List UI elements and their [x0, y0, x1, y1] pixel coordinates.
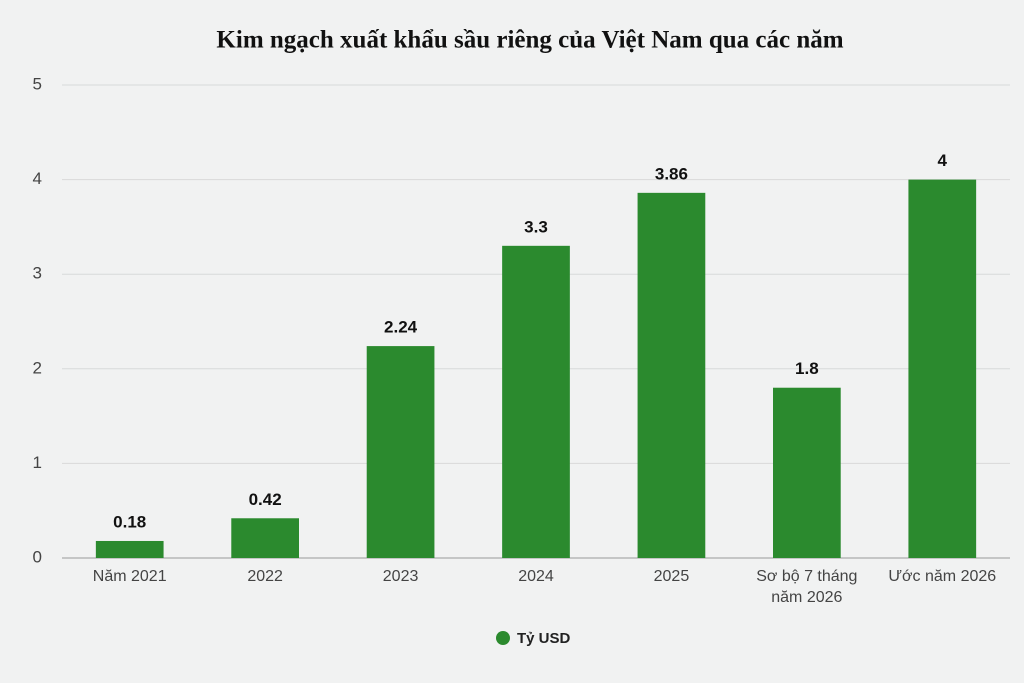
bar	[908, 179, 977, 558]
bar	[773, 387, 841, 558]
legend-marker	[496, 631, 510, 645]
value-label: 3.86	[655, 164, 688, 183]
x-tick-label: 2022	[247, 568, 283, 585]
value-label: 2.24	[384, 318, 418, 337]
chart-title: Kim ngạch xuất khẩu sầu riêng của Việt N…	[216, 27, 843, 54]
value-label: 4	[938, 151, 948, 170]
bar	[95, 540, 164, 558]
bar	[366, 346, 435, 558]
bar	[231, 518, 299, 558]
value-label: 3.3	[524, 217, 548, 236]
value-label: 0.42	[249, 490, 282, 509]
legend-label: Tỷ USD	[517, 630, 571, 647]
y-tick-label: 4	[33, 169, 42, 188]
bar	[502, 245, 570, 558]
x-tick-label: Ước năm 2026	[888, 568, 997, 585]
x-tick-label: 2023	[382, 568, 419, 585]
y-tick-label: 5	[33, 74, 42, 93]
x-tick-label: 2025	[653, 568, 690, 585]
y-tick-label: 0	[33, 547, 42, 566]
bar	[637, 192, 706, 558]
x-tick-label: Năm 2021	[92, 568, 167, 585]
value-label: 0.18	[113, 512, 146, 531]
y-tick-label: 2	[33, 358, 42, 377]
y-tick-label: 1	[33, 453, 42, 472]
x-tick-label: Sơ bộ 7 tháng năm 2026	[756, 568, 858, 606]
value-label: 1.8	[795, 359, 819, 378]
x-tick-label: 2024	[518, 568, 554, 585]
y-tick-label: 3	[33, 264, 42, 283]
